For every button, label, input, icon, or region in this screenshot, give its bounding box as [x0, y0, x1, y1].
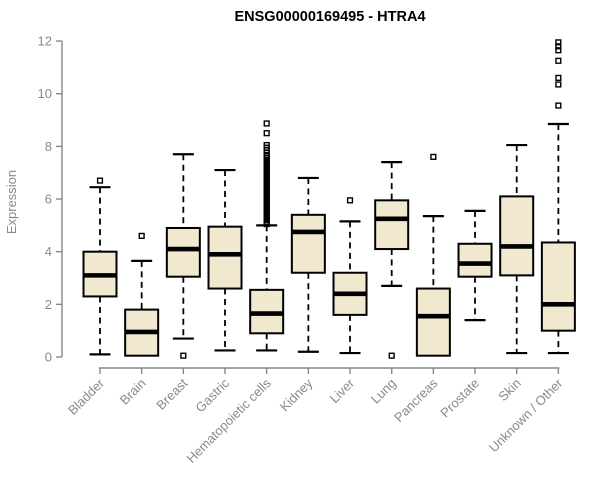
outlier-point	[138, 232, 145, 239]
box-iqr	[457, 242, 493, 278]
box-iqr	[374, 199, 410, 251]
y-tick-label: 0	[45, 350, 52, 365]
outlier-point	[180, 352, 187, 359]
x-category-label: Unknown / Other	[486, 375, 566, 455]
outlier-point	[555, 74, 562, 82]
x-category-label: Liver	[327, 375, 358, 406]
outlier-point	[555, 39, 562, 46]
x-category-label: Breast	[153, 375, 190, 412]
outlier-point	[555, 81, 562, 88]
box-iqr	[415, 287, 451, 357]
x-category-label: Skin	[495, 376, 523, 404]
x-category-label: Prostate	[437, 376, 482, 421]
y-tick-label: 6	[45, 192, 52, 207]
x-category-label: Lung	[368, 376, 399, 407]
outlier-point	[263, 141, 270, 149]
outlier-point	[346, 197, 354, 204]
box-iqr	[290, 213, 326, 274]
x-category-label: Gastric	[192, 375, 232, 415]
x-category-label: Brain	[117, 376, 149, 408]
x-category-label: Kidney	[277, 375, 316, 414]
x-category-label: Pancreas	[391, 375, 441, 425]
outlier-point	[263, 120, 270, 127]
outlier-point	[388, 352, 395, 359]
box-iqr	[165, 226, 201, 278]
y-tick-label: 10	[38, 86, 52, 101]
outlier-point	[430, 153, 437, 160]
outlier-point	[555, 102, 562, 109]
box-iqr	[499, 195, 535, 277]
box-iqr	[540, 241, 576, 332]
y-tick-label: 2	[45, 297, 52, 312]
outlier-point	[263, 130, 270, 137]
box-iqr	[207, 225, 243, 290]
y-tick-label: 12	[38, 34, 52, 49]
y-axis-label: Expression	[4, 170, 19, 234]
y-tick-label: 8	[45, 139, 52, 154]
outlier-point	[555, 57, 562, 64]
chart-title: ENSG00000169495 - HTRA4	[234, 9, 425, 25]
outlier-point	[96, 177, 104, 184]
x-category-label: Bladder	[65, 375, 108, 418]
outlier-point	[555, 47, 562, 54]
outlier-point	[555, 43, 562, 50]
y-tick-label: 4	[45, 244, 52, 259]
